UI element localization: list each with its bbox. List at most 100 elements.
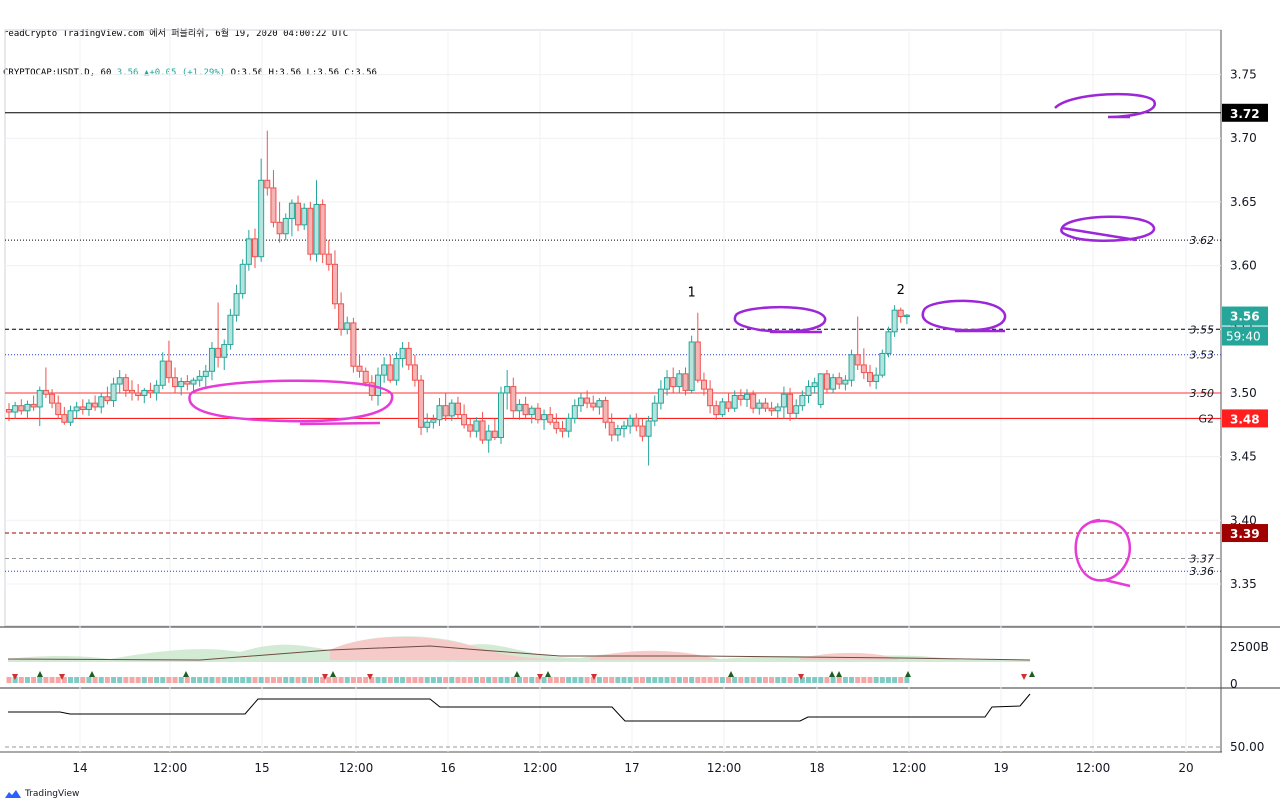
candle-body — [227, 314, 234, 346]
volume-bar — [793, 677, 799, 683]
candle-body — [381, 364, 388, 376]
level-label: 3.55 — [1190, 323, 1215, 336]
volume-bar — [191, 677, 196, 683]
drawn-circle-low — [1074, 518, 1132, 588]
x-tick-label: 18 — [809, 761, 824, 775]
candle-body — [344, 322, 351, 330]
drawn-circle-1 — [733, 305, 827, 334]
volume-bar — [707, 677, 713, 683]
price-change: +0.05 (+1.29%) — [149, 68, 226, 78]
candle-body — [596, 400, 603, 408]
volume-bar — [344, 677, 350, 683]
candle-body — [731, 394, 738, 409]
volume-bar — [609, 677, 615, 683]
volume-bar — [541, 677, 547, 683]
candle-body — [577, 397, 584, 407]
volume-bar — [252, 677, 258, 683]
signal-down-icon — [591, 674, 597, 680]
symbol-name: CRYPTOCAP:USDT.D, 60 — [3, 68, 112, 78]
candle-body — [756, 402, 763, 409]
volume-bar — [566, 677, 572, 683]
candle-body — [405, 347, 412, 366]
volume-bar — [615, 677, 621, 683]
volume-bar — [799, 677, 805, 683]
volume-bar — [424, 677, 430, 683]
candle-body — [338, 303, 345, 330]
candle-body — [418, 379, 425, 428]
candle-body — [651, 402, 658, 422]
candle-body — [30, 403, 37, 408]
volume-bar — [904, 677, 910, 683]
volume-bar — [184, 677, 190, 683]
y-tick-label: 3.50 — [1230, 386, 1257, 400]
axes: 3.353.403.453.503.553.603.653.703.751412… — [72, 68, 1268, 775]
candle-body — [252, 238, 258, 258]
candle-body — [307, 207, 314, 255]
annotation-label: 1 — [688, 286, 696, 301]
volume-bar — [818, 677, 824, 683]
x-tick-label: 14 — [72, 761, 87, 775]
volume-axis-label: 0 — [1230, 677, 1238, 691]
volume-bar — [775, 677, 781, 683]
countdown-label: 59:40 — [1226, 330, 1261, 344]
level-price-tag — [1222, 524, 1268, 543]
volume-bar — [301, 677, 307, 683]
volume-bar — [633, 677, 639, 683]
candle-body — [288, 202, 295, 219]
drawn-circle — [1060, 215, 1156, 243]
volume-bar — [31, 677, 37, 683]
level-label: 3.37 — [1190, 553, 1215, 566]
candle-body — [129, 389, 135, 394]
x-tick-label: 12:00 — [153, 761, 188, 775]
volume-bar — [658, 677, 664, 683]
volume-axis-label: 2500B — [1230, 640, 1269, 654]
level-name: G2 — [1198, 412, 1214, 425]
volume-bar — [486, 677, 492, 683]
countdown-tag — [1222, 326, 1268, 346]
volume-bar — [437, 677, 442, 683]
candle-body — [350, 322, 357, 367]
volume-bar — [516, 677, 522, 683]
candle-body — [639, 425, 646, 437]
volume-bar — [277, 677, 283, 683]
up-arrow-icon: ▲ — [143, 68, 150, 78]
volume-bar — [762, 677, 768, 683]
signal-down-icon — [12, 674, 18, 680]
candle-body — [473, 420, 480, 432]
candle-body — [590, 402, 597, 408]
volume-bar — [836, 677, 842, 683]
volume-bar — [769, 677, 775, 683]
candle-body — [836, 377, 843, 385]
volume-bar — [787, 677, 793, 683]
volume-bar — [639, 677, 645, 683]
volume-bar — [350, 677, 356, 683]
current-price-tag — [1222, 306, 1268, 326]
level-label: 3.62 — [1190, 234, 1215, 247]
volume-bar — [861, 677, 867, 683]
volume-bar — [289, 677, 295, 683]
volume-bar — [418, 677, 424, 683]
candle-body — [135, 392, 142, 396]
publish-info: readCrypto TradingView.com 에서 퍼블리쉬, 6월 1… — [3, 29, 349, 39]
candle-body — [387, 364, 394, 381]
volume-bar — [510, 677, 516, 683]
level-price-tag — [1222, 409, 1268, 428]
signal-down-icon — [59, 674, 65, 680]
candle-body — [411, 364, 418, 381]
candle-body — [528, 407, 535, 416]
candle-body — [879, 352, 886, 376]
tradingview-logo-icon — [5, 790, 21, 798]
volume-bar — [892, 677, 898, 683]
volume-bar — [812, 677, 818, 683]
volume-bar — [12, 677, 18, 683]
volume-ma-line — [7, 645, 1031, 661]
level-price-label: 3.48 — [1230, 412, 1260, 426]
candle-body — [319, 203, 326, 255]
candle-body — [885, 331, 892, 354]
volume-bar — [553, 677, 559, 683]
candle-body — [670, 377, 677, 388]
volume-bar — [332, 677, 338, 683]
candle-body — [854, 354, 861, 366]
